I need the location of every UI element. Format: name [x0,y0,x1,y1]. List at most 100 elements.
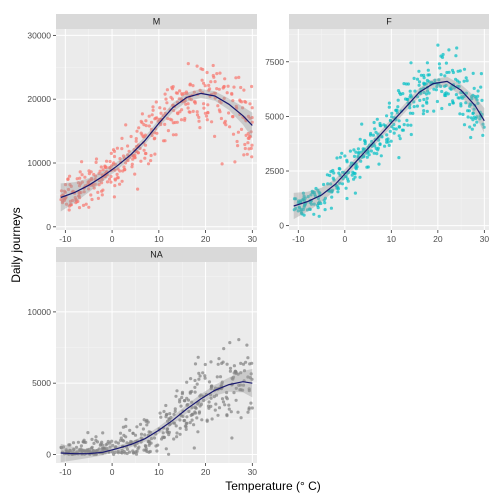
data-point [165,430,169,434]
data-point [317,201,321,205]
data-point [234,76,238,80]
panels-layer: M -10 0 10 20 30 0 10000 20000 30000 F -10 0 10 20 30 0 2… [27,14,489,477]
data-point [175,91,179,95]
data-point [239,127,244,131]
facet-strip [289,14,489,29]
data-point [185,403,189,407]
data-point [135,425,139,429]
data-point [186,102,190,106]
data-point [179,404,183,408]
data-point [141,427,145,431]
data-point [196,430,200,434]
data-point [118,157,122,161]
data-point [396,98,400,102]
data-point [409,123,413,127]
data-point [330,195,334,199]
data-point [385,138,389,142]
data-point [195,382,199,386]
data-point [418,98,422,102]
data-point [147,124,151,128]
data-point [168,117,172,121]
data-point [438,66,442,70]
confidence-band [293,76,485,220]
data-point [67,208,71,212]
data-point [248,376,252,380]
data-point [68,174,72,178]
data-point [209,360,213,364]
data-point [156,443,160,447]
data-point [200,418,204,422]
data-point [71,441,76,445]
data-point [65,449,69,453]
data-point [59,445,63,449]
data-point [153,152,157,156]
data-point [105,442,109,446]
data-point [462,79,466,83]
data-point [227,111,231,115]
data-point [365,155,369,159]
data-point [337,171,341,175]
data-point [172,437,176,441]
data-point [241,362,246,366]
data-point [243,142,247,147]
data-point [332,171,336,175]
data-point [437,62,441,66]
data-point [110,450,115,454]
data-point [124,161,128,165]
data-point [215,87,219,91]
data-point [126,158,130,163]
data-point [96,196,100,200]
data-point [241,383,246,387]
data-point [422,97,426,102]
data-point [167,423,172,427]
data-point [464,101,468,105]
data-point [168,412,172,416]
data-point [174,133,178,137]
data-point [68,183,72,187]
data-point [221,400,226,404]
panel-background [289,29,489,230]
data-point [331,168,335,173]
data-point [185,396,189,400]
data-point [476,89,480,93]
y-tick-label: 0 [46,449,51,459]
data-point [345,196,349,201]
data-point [147,443,151,447]
data-point [177,97,181,101]
data-point [193,410,197,414]
data-point [461,112,465,116]
facet-strip-label: M [153,17,161,27]
data-point [98,169,102,173]
data-point [210,417,214,421]
data-point [90,178,94,182]
data-point [379,124,383,128]
data-point [163,111,167,115]
data-point [128,428,132,432]
data-point [401,92,405,96]
data-point [466,115,470,119]
data-point [112,154,117,159]
data-point [363,142,367,146]
data-point [367,153,371,157]
data-point [439,73,443,77]
data-point [164,403,168,408]
data-point [109,151,113,155]
data-point [302,205,306,209]
data-point [104,165,108,170]
data-point [90,437,94,441]
data-point [417,83,421,87]
data-point [247,407,251,411]
data-point [77,194,81,198]
data-point [408,111,412,115]
data-point [159,111,163,115]
data-point [302,213,306,217]
data-point [188,83,192,87]
data-point [122,433,126,437]
data-point [222,121,227,125]
data-point [185,415,189,419]
facet-strip-label: F [386,17,392,27]
data-point [161,139,166,143]
data-point [105,159,109,163]
data-point [120,147,124,151]
data-point [80,173,84,177]
